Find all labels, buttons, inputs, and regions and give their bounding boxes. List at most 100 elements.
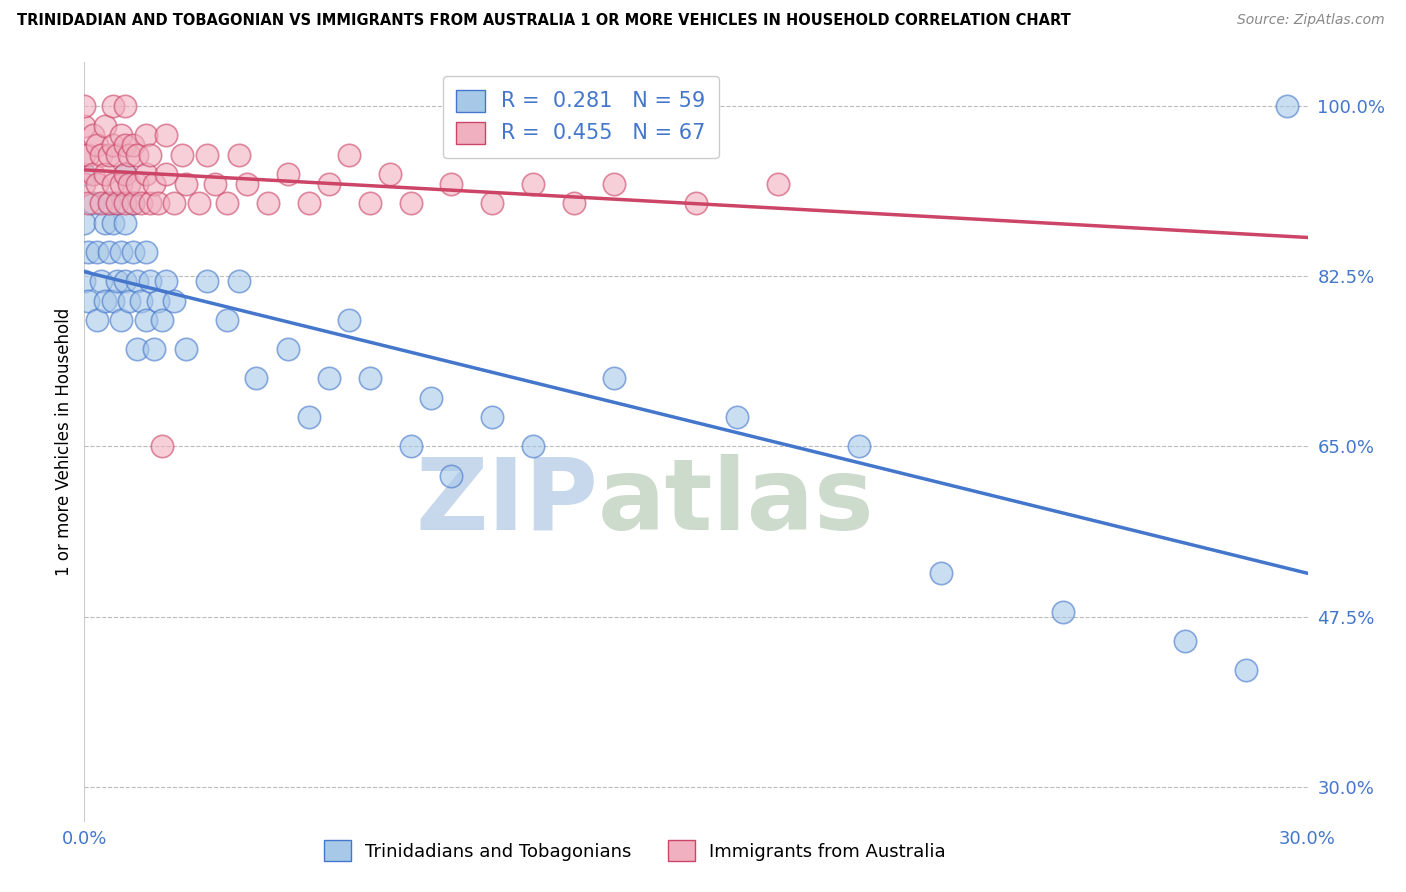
Point (359, 196, 381, 211)
Point (110, 177, 132, 191)
Point (131, 196, 153, 211)
Point (228, 274, 250, 288)
Point (97, 244, 120, 259)
Point (298, 410, 321, 425)
Point (105, 196, 128, 211)
Point (277, 167, 299, 181)
Point (481, 410, 503, 425)
Point (86, 244, 108, 259)
Point (135, 244, 157, 259)
Text: ZIP: ZIP (415, 454, 598, 550)
Point (257, 196, 280, 211)
Point (90, 148, 112, 162)
Point (318, 371, 340, 385)
Point (93, 119, 115, 133)
Point (97, 148, 120, 162)
Point (142, 177, 165, 191)
Point (127, 177, 149, 191)
Point (122, 196, 145, 211)
Point (481, 196, 503, 211)
Point (110, 244, 132, 259)
Point (138, 196, 160, 211)
Point (174, 342, 197, 356)
Point (155, 128, 177, 143)
Point (82, 196, 104, 211)
Point (77, 148, 100, 162)
Point (73, 177, 96, 191)
Point (82, 128, 104, 143)
Point (114, 167, 136, 181)
Point (245, 371, 267, 385)
Point (146, 293, 169, 308)
Point (118, 148, 141, 162)
Point (105, 196, 128, 211)
Point (127, 148, 149, 162)
Point (195, 274, 218, 288)
Point (86, 138, 108, 153)
Point (73, 216, 96, 230)
Point (172, 148, 194, 162)
Point (440, 468, 463, 483)
Point (122, 138, 145, 153)
Point (522, 177, 544, 191)
Point (93, 216, 115, 230)
Point (105, 274, 128, 288)
Point (725, 410, 748, 425)
Point (1236, 663, 1258, 677)
Point (217, 313, 239, 327)
Point (522, 439, 544, 453)
Point (77, 293, 100, 308)
Point (146, 196, 169, 211)
Point (93, 293, 115, 308)
Point (73, 99, 96, 113)
Point (122, 244, 145, 259)
Point (298, 196, 321, 211)
Point (135, 128, 157, 143)
Point (114, 167, 136, 181)
Point (138, 274, 160, 288)
Point (339, 313, 361, 327)
Point (142, 342, 165, 356)
Point (163, 293, 186, 308)
Point (114, 196, 136, 211)
Point (187, 196, 209, 211)
Text: atlas: atlas (598, 454, 875, 550)
Point (228, 148, 250, 162)
Point (122, 196, 145, 211)
Point (101, 177, 124, 191)
Point (114, 216, 136, 230)
Text: TRINIDADIAN AND TOBAGONIAN VS IMMIGRANTS FROM AUSTRALIA 1 OR MORE VEHICLES IN HO: TRINIDADIAN AND TOBAGONIAN VS IMMIGRANTS… (17, 13, 1070, 29)
Point (339, 148, 361, 162)
Point (155, 274, 177, 288)
Point (90, 196, 112, 211)
Point (562, 196, 585, 211)
Point (73, 167, 96, 181)
Point (1052, 605, 1074, 619)
Point (603, 177, 626, 191)
Point (86, 177, 108, 191)
Point (101, 99, 124, 113)
Point (77, 244, 100, 259)
Point (163, 196, 186, 211)
Point (195, 148, 218, 162)
Point (114, 138, 136, 153)
Point (82, 167, 104, 181)
Point (399, 196, 422, 211)
Point (86, 313, 108, 327)
Point (131, 293, 153, 308)
Point (138, 148, 160, 162)
Point (118, 177, 141, 191)
Point (101, 216, 124, 230)
Point (174, 177, 197, 191)
Point (118, 293, 141, 308)
Point (359, 371, 381, 385)
Point (204, 177, 226, 191)
Point (101, 138, 124, 153)
Point (127, 342, 149, 356)
Point (766, 177, 789, 191)
Y-axis label: 1 or more Vehicles in Household: 1 or more Vehicles in Household (55, 308, 73, 575)
Point (97, 196, 120, 211)
Point (217, 196, 239, 211)
Point (848, 439, 870, 453)
Point (380, 167, 402, 181)
